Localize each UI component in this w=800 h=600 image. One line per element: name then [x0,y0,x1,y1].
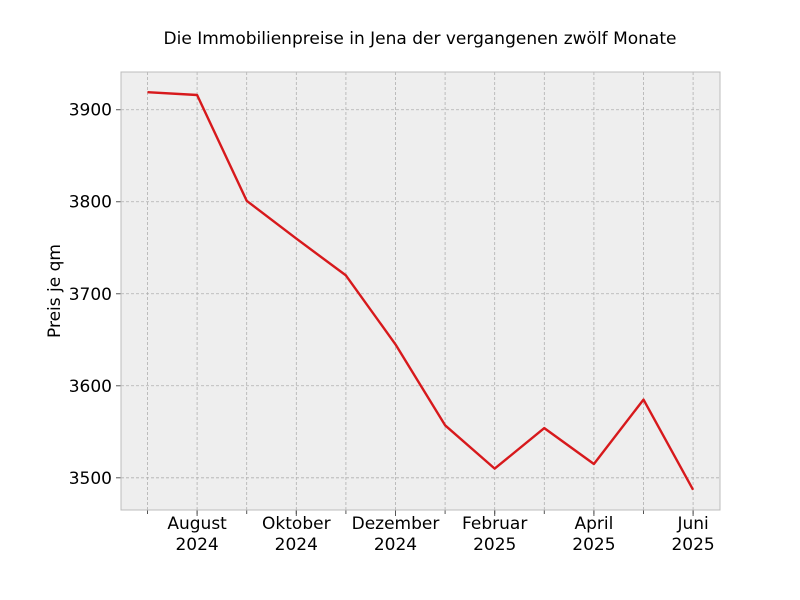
x-tick-label-year: 2024 [275,535,318,555]
y-axis-label: Preis je qm [45,244,65,338]
x-tick-label-month: April [574,514,613,534]
x-tick-label-year: 2025 [473,535,516,555]
plot-frame [120,71,721,511]
plot-area [121,72,720,510]
x-tick-label-month: Oktober [262,514,331,534]
y-tick-label: 3800 [69,193,112,213]
x-tick-label-month: Juni [676,514,708,534]
y-tick-label: 3500 [69,469,112,489]
x-tick-label-month: August [167,514,227,534]
x-tick-label-year: 2024 [175,535,218,555]
grid [121,72,720,510]
x-tick-label-year: 2025 [671,535,714,555]
x-tick-label-month: Februar [462,514,527,534]
x-tick-label-year: 2025 [572,535,615,555]
y-axis: 3500 3600 3700 3800 3900 [69,101,121,489]
chart-title: Die Immobilienpreise in Jena der vergang… [164,29,677,49]
y-tick-label: 3900 [69,101,112,121]
y-tick-label: 3700 [69,285,112,305]
x-tick-label-month: Dezember [352,514,440,534]
series-line [147,91,695,491]
x-axis: August2024Oktober2024Dezember2024Februar… [147,510,715,555]
y-tick-label: 3600 [69,377,112,397]
x-tick-label-year: 2024 [374,535,417,555]
